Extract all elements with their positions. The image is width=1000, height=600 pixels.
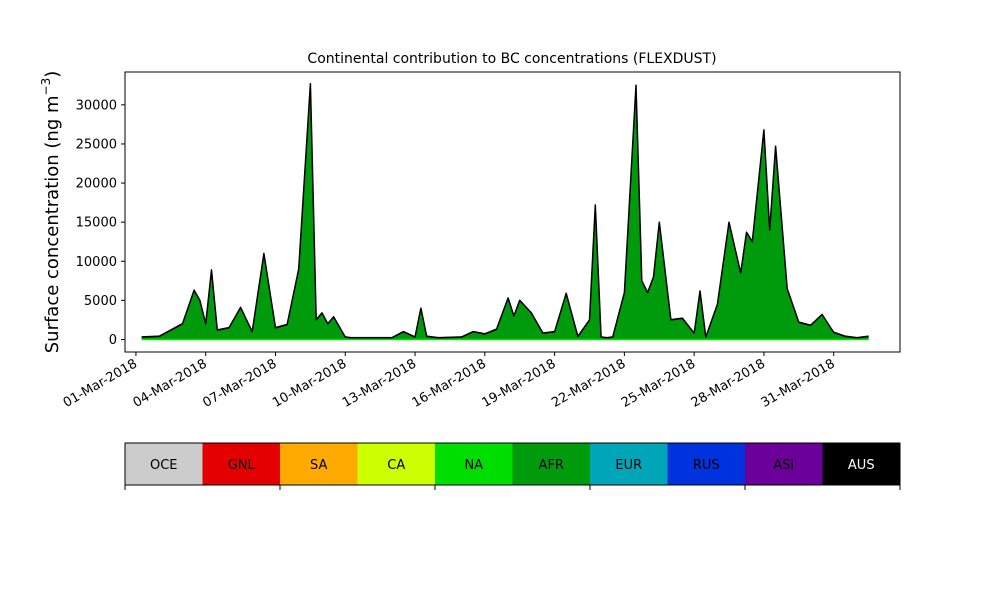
legend-label-asi: ASI [773,458,794,473]
region-legend: OCE GNL SA CA NA AFR EUR RUS ASI AUS [124,442,901,490]
x-tick-label: 28-Mar-2018 [689,356,768,410]
legend-label-afr: AFR [539,458,564,473]
legend-label-aus: AUS [848,458,875,473]
legend-swatch-afr [512,443,590,485]
legend-label-sa: SA [310,458,327,473]
x-tick-label: 25-Mar-2018 [619,356,698,410]
legend-swatch-oce [125,443,203,485]
y-tick-label: 10000 [76,255,117,270]
legend-swatch-sa [280,443,358,485]
x-tick-label: 10-Mar-2018 [270,356,349,410]
plot-frame [124,71,901,353]
y-tick-label: 30000 [76,98,117,113]
legend-label-rus: RUS [693,458,720,473]
legend-label-eur: EUR [615,458,642,473]
x-tick-label: 19-Mar-2018 [479,356,558,410]
y-tick-label: 0 [109,333,117,348]
plot-area [124,71,901,353]
y-tick-label: 25000 [76,137,117,152]
legend-swatch-gnl [202,443,280,485]
x-tick-label: 22-Mar-2018 [549,356,628,410]
y-axis-label: Surface concentration (ng m−3) [39,71,63,354]
legend-swatch-eur [590,443,668,485]
afr-series-area [141,83,869,340]
x-tick-label: 31-Mar-2018 [759,356,838,410]
legend-label-na: NA [464,458,483,473]
chart-title: Continental contribution to BC concentra… [307,51,716,67]
y-tick-label: 5000 [84,294,117,309]
legend-label-gnl: GNL [228,458,256,473]
y-tick-label: 20000 [76,177,117,192]
x-tick-label: 16-Mar-2018 [410,356,489,410]
y-axis: 0 5000 10000 15000 20000 25000 30000 [76,98,125,348]
y-tick-label: 15000 [76,216,117,231]
x-tick-label: 07-Mar-2018 [200,356,279,410]
legend-frame [124,442,901,486]
legend-label-oce: OCE [150,458,178,473]
legend-swatch-asi [745,443,823,485]
x-tick-label: 13-Mar-2018 [340,356,419,410]
legend-swatch-ca [357,443,435,485]
legend-label-ca: CA [387,458,405,473]
legend-swatch-na [435,443,513,485]
x-axis: 01-Mar-201804-Mar-201807-Mar-201810-Mar-… [61,352,838,411]
legend-swatch-aus [822,443,900,485]
x-tick-label: 04-Mar-2018 [131,356,210,410]
legend-swatch-rus [667,443,745,485]
x-tick-label: 01-Mar-2018 [61,356,140,410]
total-concentration-line [141,82,869,339]
